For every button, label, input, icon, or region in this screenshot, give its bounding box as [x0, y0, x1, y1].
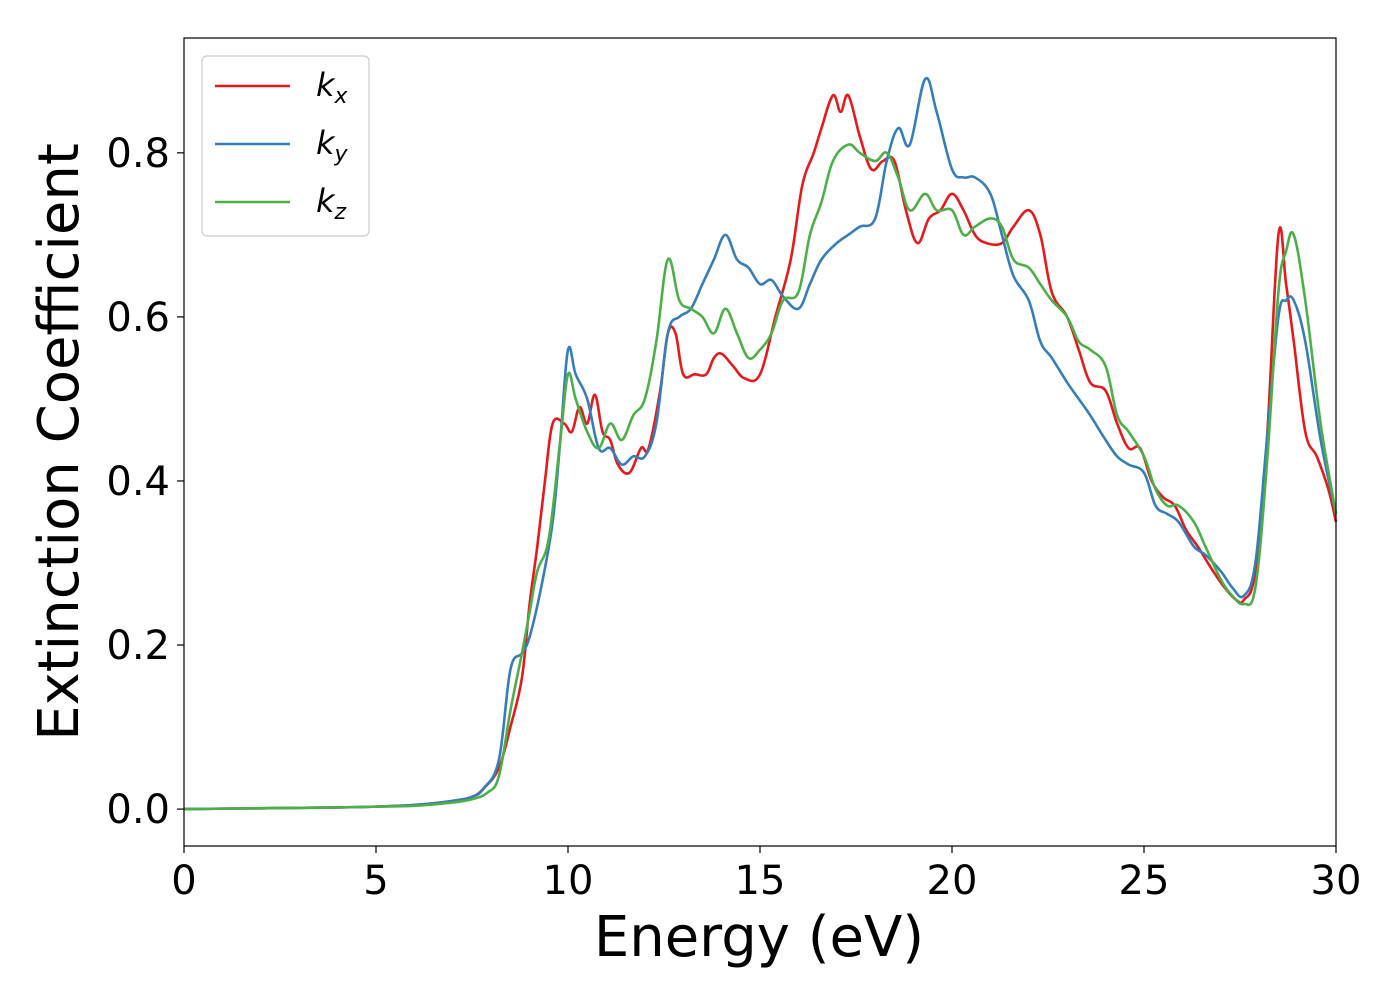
series-line-x: [183, 93, 1338, 811]
y-tick-label: 0.8: [106, 131, 170, 177]
y-axis-ticks: 0.0 0.2 0.4 0.6 0.8: [106, 131, 184, 833]
legend-label-y: ky: [316, 124, 349, 167]
legend: kx ky kz: [201, 55, 370, 237]
series-line-y: [183, 76, 1338, 811]
x-axis-ticks: 0 5 10 15 20 25 30: [171, 846, 1361, 904]
y-tick-label: 0.4: [106, 459, 170, 505]
y-tick-label: 0.6: [106, 295, 170, 341]
x-tick-label: 5: [363, 858, 388, 904]
y-tick-label: 0.0: [106, 787, 170, 833]
x-tick-label: 30: [1311, 858, 1362, 904]
series-lines: [183, 76, 1338, 811]
series-line-z: [183, 143, 1338, 811]
legend-label-x: kx: [316, 66, 349, 109]
x-tick-label: 20: [927, 858, 978, 904]
x-tick-label: 0: [171, 858, 196, 904]
legend-label-z: kz: [316, 182, 347, 225]
x-tick-label: 10: [543, 858, 594, 904]
y-tick-label: 0.2: [106, 623, 170, 669]
x-axis-label: Energy (eV): [594, 905, 924, 970]
y-axis-label: Extinction Coefficient: [27, 143, 92, 741]
x-tick-label: 25: [1119, 858, 1170, 904]
x-tick-label: 15: [735, 858, 786, 904]
legend-box: [201, 55, 370, 237]
